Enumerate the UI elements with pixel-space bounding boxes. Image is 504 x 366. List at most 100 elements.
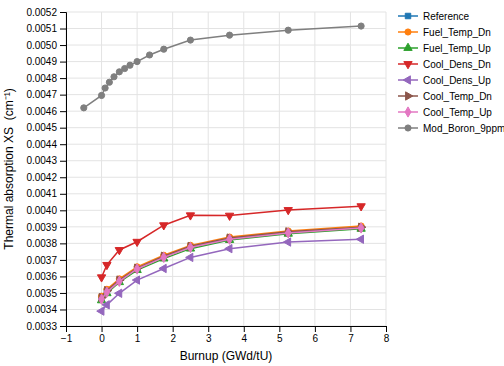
marker <box>103 262 111 269</box>
tick-mark <box>60 111 66 112</box>
tick-label: 0.0041 <box>26 188 57 199</box>
line <box>102 228 362 299</box>
marker <box>357 204 365 211</box>
tick-label: 7 <box>348 333 354 344</box>
marker <box>127 62 133 68</box>
tick-label: 2 <box>170 333 176 344</box>
marker <box>132 276 139 284</box>
marker <box>225 213 233 220</box>
tick: 0.0039 <box>26 222 66 233</box>
marker <box>225 244 232 252</box>
tick-label: 0.0035 <box>26 288 57 299</box>
tick: −1 <box>61 326 73 344</box>
line <box>102 226 362 296</box>
marker <box>102 85 108 91</box>
tick-label: 0.0050 <box>26 40 57 51</box>
line <box>84 26 361 108</box>
grid-line <box>66 144 386 145</box>
tick-mark <box>279 326 280 332</box>
tick-label: 0.0051 <box>26 23 57 34</box>
tick-label: 0.0036 <box>26 271 57 282</box>
tick: 0.0043 <box>26 155 66 166</box>
series <box>97 204 365 282</box>
series <box>98 223 364 299</box>
legend-item: Cool_Dens_Dn <box>398 59 491 70</box>
tick: 7 <box>348 326 354 344</box>
series <box>97 235 364 315</box>
tick: 0.0045 <box>26 122 66 133</box>
line <box>102 229 362 301</box>
legend-marker <box>404 43 412 50</box>
legend-label: Reference <box>423 11 470 22</box>
tick-mark <box>173 326 174 332</box>
marker <box>98 92 104 98</box>
tick-mark <box>60 309 66 310</box>
tick-mark <box>60 293 66 294</box>
marker <box>99 294 105 304</box>
legend-marker <box>406 92 413 100</box>
tick-label: 0.0037 <box>26 255 57 266</box>
legend-item: Cool_Dens_Up <box>398 75 491 86</box>
marker <box>106 79 112 85</box>
tick: 0.0041 <box>26 188 66 199</box>
tick: 1 <box>135 326 141 344</box>
grid-line <box>66 177 386 178</box>
grid-line <box>66 127 386 128</box>
marker <box>160 223 168 230</box>
grid-line <box>66 94 386 95</box>
tick: 0.0052 <box>26 7 66 18</box>
legend-item: Cool_Temp_Dn <box>398 91 492 102</box>
marker <box>81 105 87 111</box>
series <box>99 223 366 302</box>
legend-label: Cool_Dens_Dn <box>423 59 491 70</box>
grid-line <box>172 12 173 326</box>
tick: 4 <box>241 326 247 344</box>
tick: 0.0036 <box>26 271 66 282</box>
marker <box>97 307 104 315</box>
marker <box>283 238 290 246</box>
grid-line <box>66 193 386 194</box>
tick: 0.0037 <box>26 255 66 266</box>
chart: −10123456780.00330.00340.00350.00360.003… <box>0 0 504 366</box>
tick: 5 <box>277 326 283 344</box>
marker <box>187 37 193 43</box>
tick-mark <box>60 260 66 261</box>
tick-mark <box>60 194 66 195</box>
series <box>81 23 365 111</box>
tick: 0 <box>99 326 105 344</box>
legend-marker <box>403 76 410 84</box>
tick-label: 5 <box>277 333 283 344</box>
tick-mark <box>60 144 66 145</box>
axis-line <box>60 13 67 327</box>
marker <box>161 46 167 52</box>
tick-label: 8 <box>384 333 390 344</box>
tick: 0.0033 <box>26 321 66 332</box>
grid-line <box>66 276 386 277</box>
grid-line <box>66 111 386 112</box>
tick-mark <box>386 326 387 332</box>
legend-label: Fuel_Temp_Dn <box>423 27 491 38</box>
marker <box>133 239 141 246</box>
tick-label: 0.0047 <box>26 89 57 100</box>
marker <box>161 252 167 262</box>
tick-mark <box>60 210 66 211</box>
marker <box>134 264 140 274</box>
marker <box>159 264 166 272</box>
tick-label: 0.0052 <box>26 7 57 18</box>
legend-label: Cool_Dens_Up <box>423 75 491 86</box>
tick-mark <box>60 326 66 327</box>
tick-mark <box>102 326 103 332</box>
tick-label: 3 <box>206 333 212 344</box>
legend-label: Mod_Boron_9ppm <box>423 123 504 134</box>
tick-mark <box>60 177 66 178</box>
marker <box>285 228 291 238</box>
grid-line <box>66 309 386 310</box>
plot: −10123456780.00330.00340.00350.00360.003… <box>26 7 389 344</box>
tick: 0.0049 <box>26 56 66 67</box>
tick-label: 0.0046 <box>26 106 57 117</box>
tick-mark <box>60 276 66 277</box>
legend: ReferenceFuel_Temp_DnFuel_Temp_UpCool_De… <box>398 11 504 134</box>
legend-item: Mod_Boron_9ppm <box>398 123 504 134</box>
marker <box>116 276 122 286</box>
marker <box>356 235 363 243</box>
